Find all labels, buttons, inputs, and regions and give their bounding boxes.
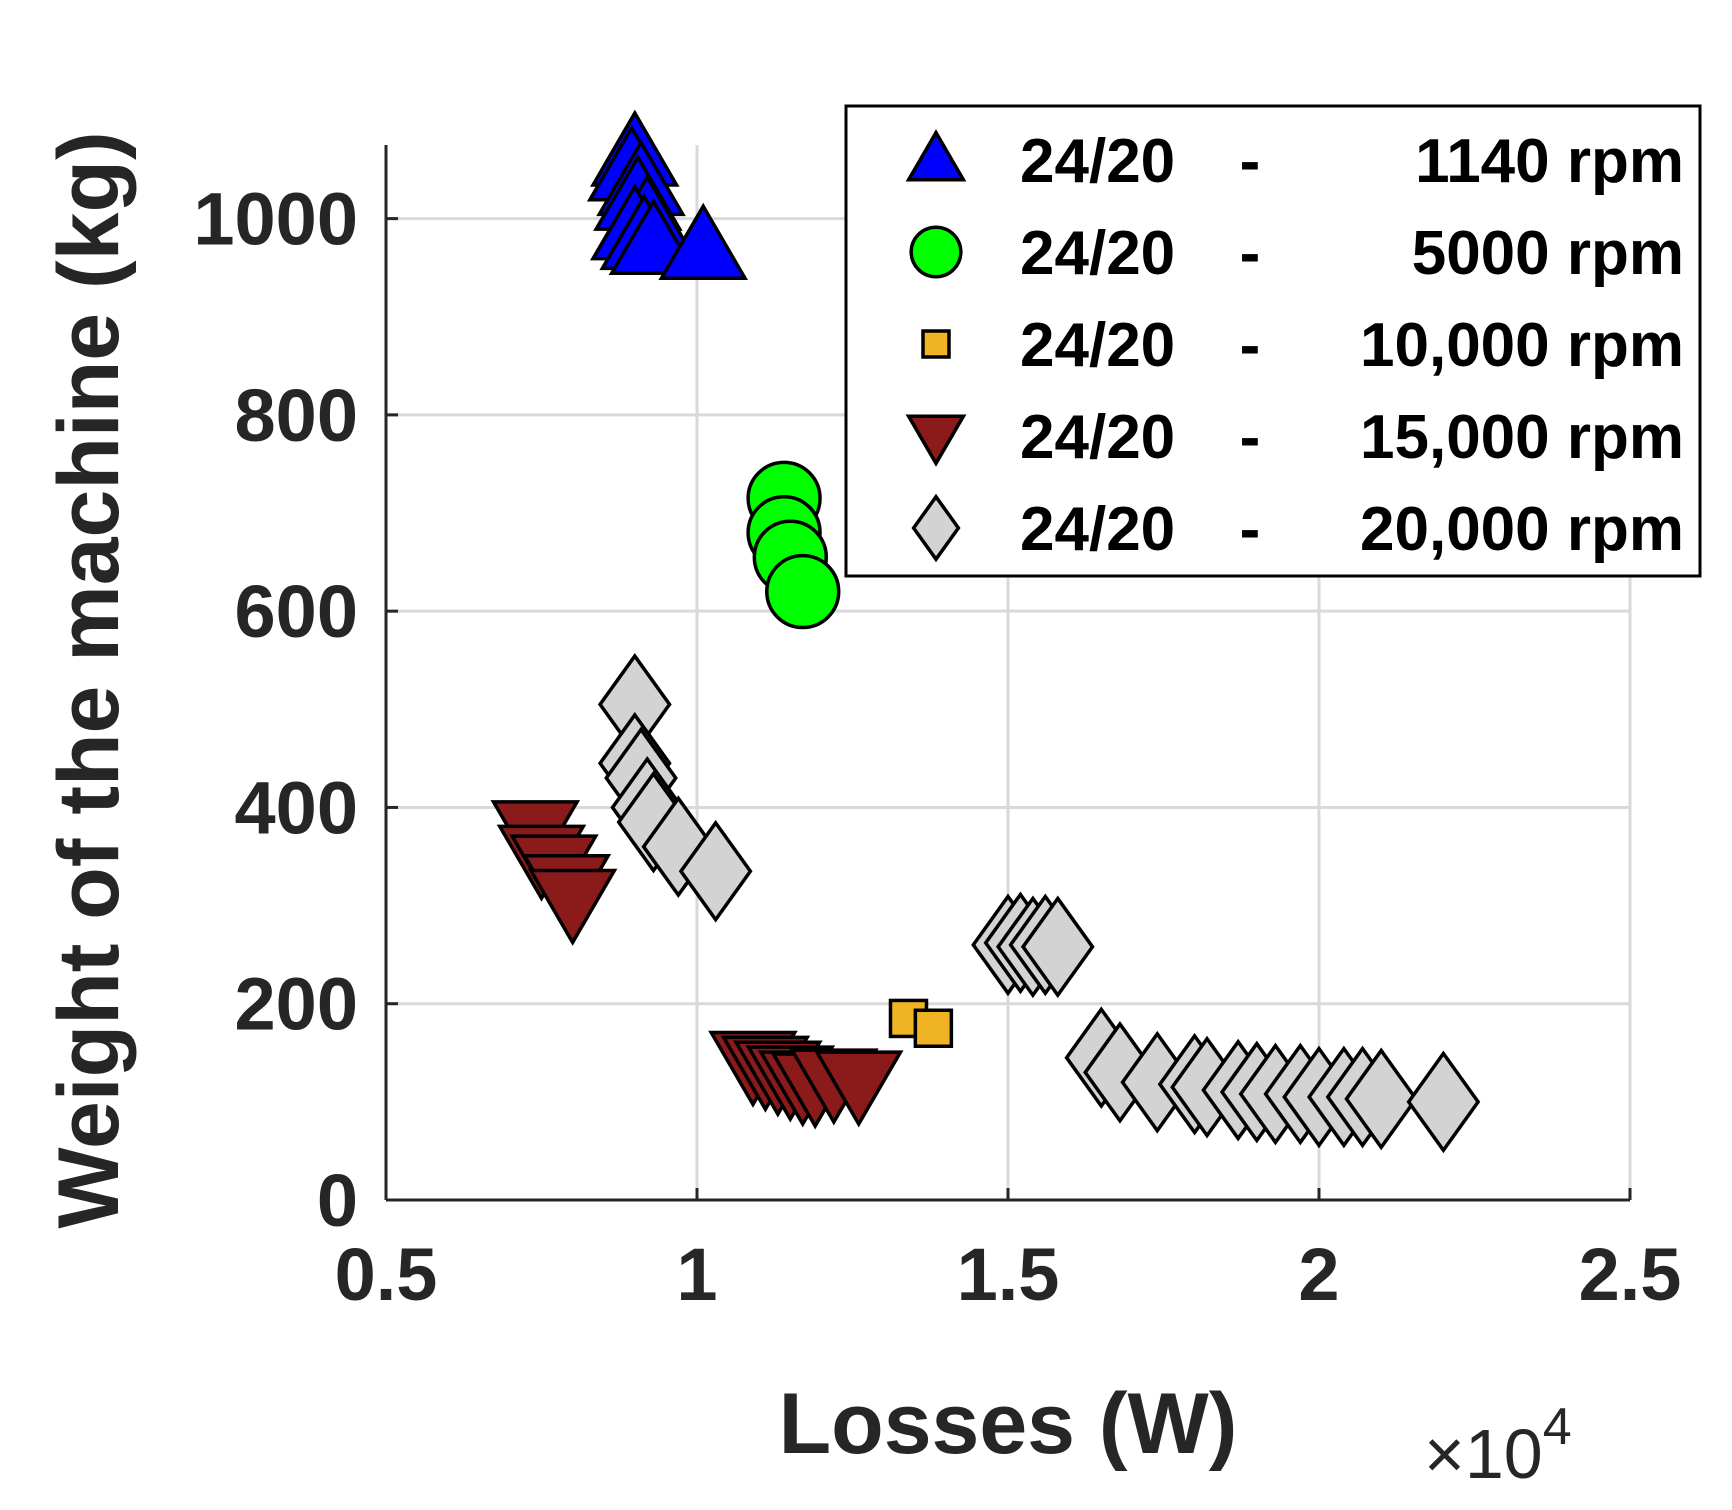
y-tick-label: 1000 — [193, 178, 358, 261]
x-axis-exponent: ×104 — [1424, 1398, 1572, 1493]
legend-speed: 20,000 rpm — [1360, 495, 1684, 564]
legend-item: 24/20- 5000 rpm — [909, 219, 1684, 288]
legend-marker — [905, 414, 967, 467]
legend-separator: - — [1240, 219, 1261, 288]
x-tick-label: 1 — [676, 1233, 717, 1316]
x-axis-exponent-power: 4 — [1543, 1398, 1572, 1456]
y-tick-label: 0 — [317, 1159, 358, 1242]
legend-speed: 10,000 rpm — [1360, 311, 1684, 380]
series-3 — [888, 998, 954, 1049]
legend-config: 24/20 — [1020, 495, 1175, 564]
legend-marker — [921, 329, 951, 359]
y-tick-label: 600 — [235, 570, 358, 653]
y-axis-title: Weight of the machine (kg) — [41, 131, 137, 1228]
legend-config: 24/20 — [1020, 127, 1175, 196]
data-point — [813, 1050, 904, 1128]
legend-marker — [911, 493, 961, 563]
x-axis-title: Losses (W) — [779, 1376, 1238, 1472]
series-1 — [586, 109, 749, 280]
data-markers — [490, 109, 1481, 1154]
data-point — [913, 1008, 954, 1049]
series-4 — [490, 800, 904, 1130]
legend-config: 24/20 — [1020, 311, 1175, 380]
series-5 — [597, 653, 1481, 1154]
data-point — [1020, 895, 1095, 999]
legend-item: 24/20- 20,000 rpm — [911, 493, 1684, 564]
y-tick-label: 800 — [235, 374, 358, 457]
ticks: 0.5 1 1.5 2 2.5 0 200 400 600 800 1000 — [193, 178, 1681, 1316]
legend-separator: - — [1240, 127, 1261, 196]
data-point — [1406, 1050, 1481, 1154]
legend-item: 24/20- 15,000 rpm — [905, 403, 1684, 472]
series-2 — [746, 460, 841, 630]
legend-separator: - — [1240, 311, 1261, 380]
legend-config: 24/20 — [1020, 219, 1175, 288]
legend-config: 24/20 — [1020, 403, 1175, 472]
data-point — [658, 202, 749, 280]
data-point — [527, 868, 618, 946]
legend-separator: - — [1240, 495, 1261, 564]
y-tick-label: 400 — [235, 766, 358, 849]
legend-separator: - — [1240, 403, 1261, 472]
data-point — [678, 819, 753, 923]
legend-item: 24/20- 1140 rpm — [905, 127, 1684, 196]
legend-marker — [909, 225, 963, 279]
legend-speed: 1140 rpm — [1415, 127, 1684, 196]
x-tick-label: 2 — [1298, 1233, 1339, 1316]
y-tick-label: 200 — [235, 963, 358, 1046]
x-axis-exponent-base: ×10 — [1424, 1415, 1543, 1493]
legend-speed: 5000 rpm — [1412, 219, 1684, 288]
legend-item: 24/20- 10,000 rpm — [921, 311, 1684, 380]
legend-box — [844, 104, 1702, 578]
data-point — [1344, 1047, 1419, 1151]
legend-marker — [905, 129, 967, 182]
x-tick-label: 1.5 — [957, 1233, 1060, 1316]
legend-speed: 15,000 rpm — [1360, 403, 1684, 472]
data-point — [765, 553, 841, 630]
x-tick-label: 2.5 — [1579, 1233, 1682, 1316]
x-tick-label: 0.5 — [335, 1233, 438, 1316]
